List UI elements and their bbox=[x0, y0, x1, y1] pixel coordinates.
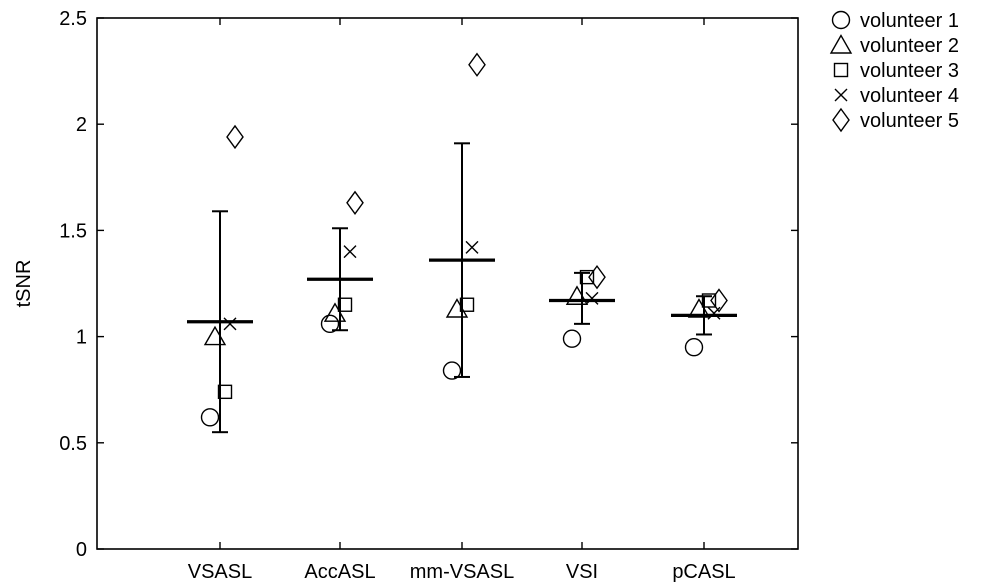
x-tick-label: mm-VSASL bbox=[410, 561, 514, 583]
point-triangle bbox=[445, 298, 469, 318]
point-triangle bbox=[323, 302, 347, 322]
y-axis: 0 0.5 1 1.5 2 2.5 bbox=[59, 8, 798, 561]
point-diamond bbox=[346, 190, 364, 215]
point-square bbox=[459, 297, 475, 312]
plot-frame bbox=[96, 17, 799, 550]
legend-marker-triangle bbox=[829, 34, 853, 54]
point-x bbox=[707, 306, 721, 320]
point-x bbox=[343, 245, 357, 259]
point-square bbox=[579, 269, 595, 285]
point-triangle bbox=[565, 285, 589, 305]
point-circle bbox=[442, 361, 462, 380]
x-tick-label: VSASL bbox=[188, 561, 252, 583]
x-axis: VSASL AccASL mm-VSASL VSI pCASL bbox=[188, 18, 736, 583]
point-circle bbox=[320, 314, 340, 334]
legend: volunteer 1 volunteer 2 volunteer 3 volunte… bbox=[829, 10, 959, 133]
data-points bbox=[200, 52, 728, 427]
x-tick-label: AccASL bbox=[304, 561, 375, 583]
legend-label: volunteer 3 bbox=[860, 60, 959, 82]
point-triangle bbox=[203, 325, 227, 346]
point-diamond bbox=[588, 264, 606, 290]
point-x bbox=[585, 291, 599, 305]
legend-marker-circle bbox=[831, 10, 851, 30]
y-tick-label: 0 bbox=[76, 539, 87, 561]
plot-area bbox=[96, 17, 799, 550]
legend-marker-square bbox=[833, 62, 849, 78]
point-circle bbox=[684, 338, 704, 357]
legend-label: volunteer 2 bbox=[860, 35, 959, 57]
y-tick-label: 2 bbox=[76, 114, 87, 136]
point-square bbox=[701, 293, 717, 308]
y-tick-label: 1.5 bbox=[59, 220, 87, 242]
point-diamond bbox=[468, 52, 486, 77]
point-diamond bbox=[710, 288, 728, 313]
point-square bbox=[337, 297, 353, 312]
x-tick-label: pCASL bbox=[672, 561, 735, 583]
legend-label: volunteer 4 bbox=[860, 85, 959, 107]
legend-marker-x bbox=[834, 88, 848, 102]
point-diamond bbox=[226, 124, 244, 150]
y-tick-label: 0.5 bbox=[59, 433, 87, 455]
y-tick-label: 1 bbox=[76, 327, 87, 349]
x-tick-label: VSI bbox=[566, 561, 598, 583]
y-axis-label: tSNR bbox=[13, 260, 35, 308]
point-square bbox=[217, 384, 233, 400]
point-triangle bbox=[687, 298, 711, 318]
point-x bbox=[465, 240, 479, 254]
point-circle bbox=[562, 329, 582, 348]
legend-label: volunteer 1 bbox=[860, 10, 959, 32]
y-tick-label: 2.5 bbox=[59, 8, 87, 30]
legend-marker-diamond bbox=[832, 107, 850, 133]
legend-label: volunteer 5 bbox=[860, 110, 959, 132]
summary-bars bbox=[187, 142, 737, 434]
point-circle bbox=[200, 408, 220, 427]
point-x bbox=[223, 317, 237, 331]
